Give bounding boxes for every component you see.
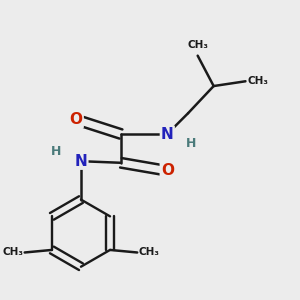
- Text: O: O: [161, 163, 174, 178]
- Text: H: H: [51, 145, 62, 158]
- Text: CH₃: CH₃: [247, 76, 268, 86]
- Text: H: H: [185, 137, 196, 150]
- Text: N: N: [75, 154, 87, 169]
- Text: N: N: [161, 127, 174, 142]
- Text: CH₃: CH₃: [187, 40, 208, 50]
- Text: CH₃: CH₃: [2, 248, 23, 257]
- Text: CH₃: CH₃: [139, 248, 160, 257]
- Text: O: O: [70, 112, 83, 127]
